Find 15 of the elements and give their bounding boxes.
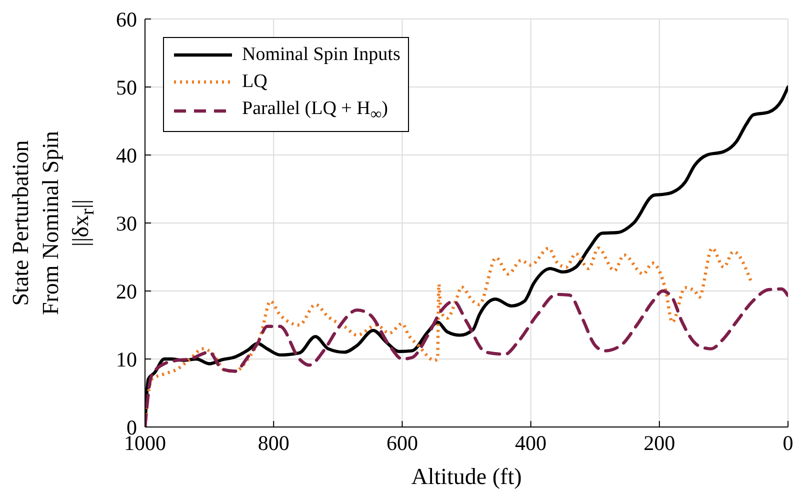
x-tick-label: 0 — [782, 430, 794, 455]
y-tick-label: 10 — [116, 347, 137, 372]
legend-label: LQ — [242, 70, 268, 94]
y-tick-label: 60 — [116, 7, 137, 32]
y-tick-label: 20 — [116, 279, 137, 304]
x-tick-label: 600 — [386, 430, 418, 455]
legend-label: Nominal Spin Inputs — [242, 43, 400, 67]
x-axis-title: Altitude (ft) — [410, 464, 523, 490]
x-tick-label: 200 — [644, 430, 676, 455]
legend-label: Parallel (LQ + H$_{∞}$) — [242, 97, 388, 125]
x-tick-label: 400 — [515, 430, 547, 455]
y-tick-label: 30 — [116, 211, 137, 236]
y-tick-label: 40 — [116, 143, 137, 168]
x-tick-label: 800 — [258, 430, 290, 455]
y-tick-label: 50 — [116, 75, 137, 100]
